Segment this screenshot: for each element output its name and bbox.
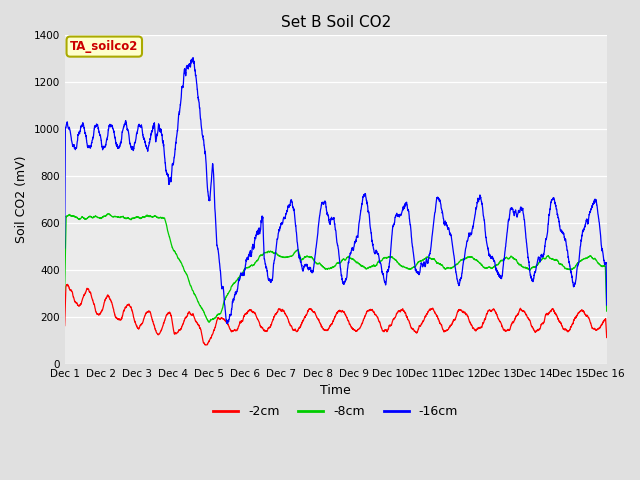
- Legend: -2cm, -8cm, -16cm: -2cm, -8cm, -16cm: [208, 400, 463, 423]
- X-axis label: Time: Time: [320, 384, 351, 397]
- Text: TA_soilco2: TA_soilco2: [70, 40, 138, 53]
- Y-axis label: Soil CO2 (mV): Soil CO2 (mV): [15, 156, 28, 243]
- Title: Set B Soil CO2: Set B Soil CO2: [280, 15, 391, 30]
